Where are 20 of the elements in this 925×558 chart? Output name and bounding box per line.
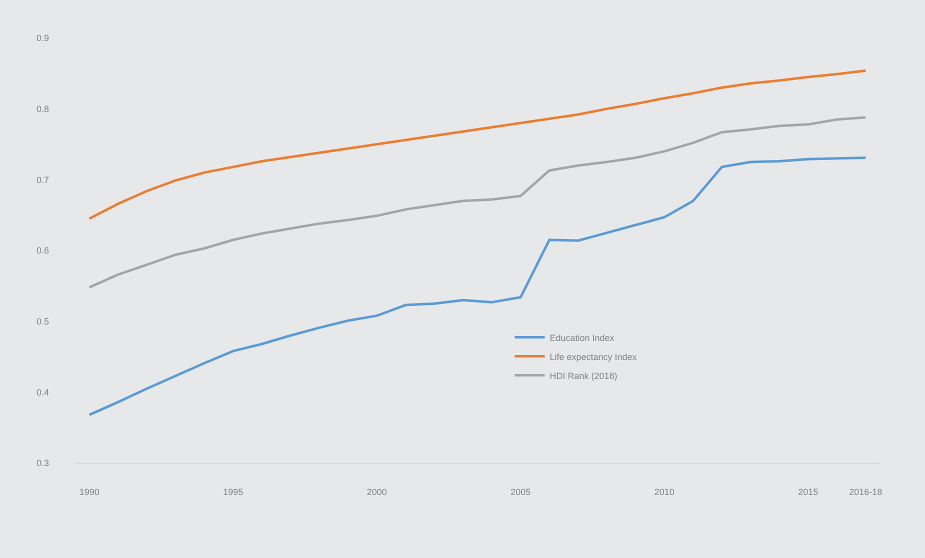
x-tick-label: 2000 [366, 486, 387, 497]
x-tick-label: 2005 [510, 486, 531, 497]
x-tick-label: 2010 [654, 486, 674, 497]
y-tick-label: 0.3 [36, 458, 49, 468]
line-series [88, 156, 867, 416]
y-tick-label: 0.7 [36, 174, 49, 185]
x-tick-label: 1995 [223, 486, 244, 497]
line-series [88, 116, 867, 289]
x-tick-label: 2016-18 [849, 486, 882, 497]
legend-label: Life expectancy Index [550, 352, 638, 362]
y-tick-label: 0.8 [36, 104, 49, 114]
legend-label: Education Index [550, 332, 615, 343]
y-tick-label: 0.5 [36, 316, 49, 326]
y-tick-label: 0.4 [36, 387, 49, 398]
y-tick-label: 0.6 [36, 246, 49, 256]
line-series [88, 69, 867, 220]
legend-label: HDI Rank (2018) [550, 370, 618, 381]
y-tick-label: 0.9 [36, 33, 49, 44]
x-tick-label: 1990 [79, 486, 100, 497]
x-tick-label: 2015 [798, 486, 818, 497]
